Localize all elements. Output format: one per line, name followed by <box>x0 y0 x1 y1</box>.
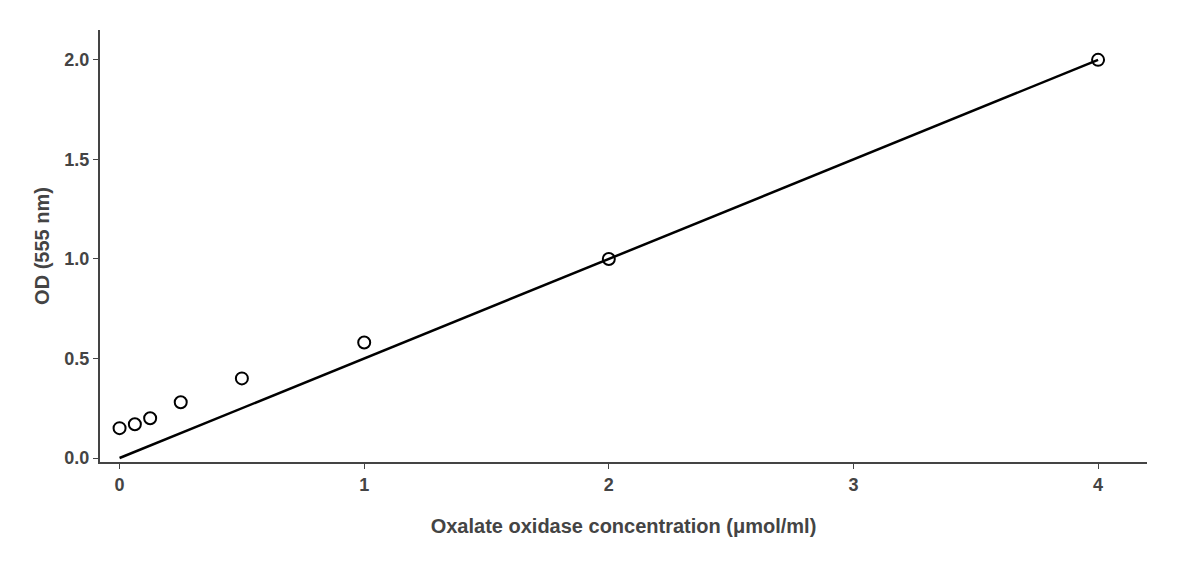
svg-text:1.0: 1.0 <box>64 249 89 269</box>
svg-text:Oxalate oxidase concentration: Oxalate oxidase concentration (μmol/ml) <box>431 515 817 537</box>
svg-text:1: 1 <box>359 475 369 495</box>
svg-text:3: 3 <box>848 475 858 495</box>
svg-text:2.0: 2.0 <box>64 50 89 70</box>
svg-text:4: 4 <box>1093 475 1103 495</box>
svg-text:1.5: 1.5 <box>64 150 89 170</box>
svg-text:OD (555 nm): OD (555 nm) <box>31 187 53 305</box>
svg-text:0.0: 0.0 <box>64 448 89 468</box>
svg-text:0.5: 0.5 <box>64 349 89 369</box>
svg-text:0: 0 <box>115 475 125 495</box>
svg-text:2: 2 <box>604 475 614 495</box>
